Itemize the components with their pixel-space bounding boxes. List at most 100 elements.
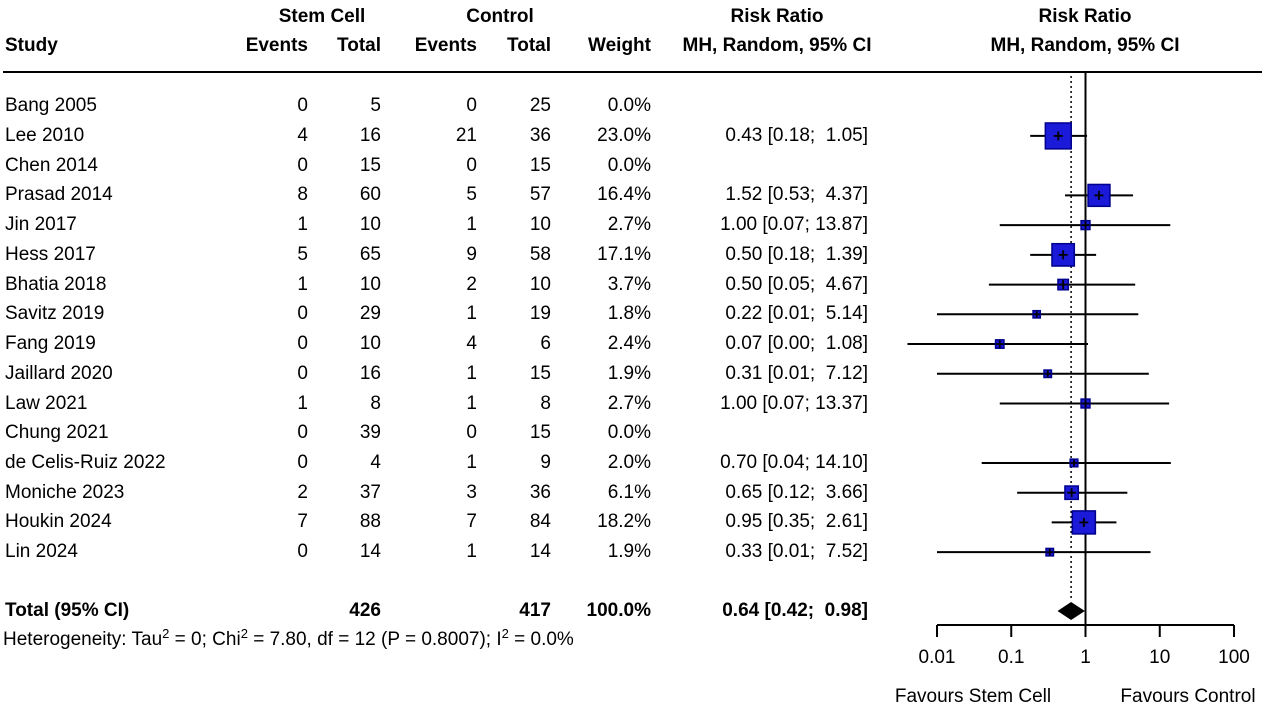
superscript: 2: [240, 626, 248, 641]
control-total-value: 57: [529, 184, 551, 206]
treatment-total-value: 8: [370, 392, 381, 414]
weight-value: 2.7%: [607, 214, 651, 236]
control-events-value: 4: [466, 333, 477, 355]
study-name: Savitz 2019: [5, 303, 105, 325]
effect-estimate-value: 0.07 [0.00; 1.08]: [725, 333, 868, 355]
axis-tick-label: 1: [1080, 647, 1091, 668]
effect-estimate-value: 0.43 [0.18; 1.05]: [725, 124, 868, 146]
treatment-total-value: 16: [359, 362, 381, 384]
heterogeneity-text: = 0; Chi: [169, 629, 241, 650]
study-name: Lin 2024: [5, 541, 78, 563]
control-events-value: 2: [466, 273, 477, 295]
control-events-value: 9: [466, 243, 477, 265]
study-name: Fang 2019: [5, 333, 96, 355]
effect-estimate-value: 0.50 [0.05; 4.67]: [725, 273, 868, 295]
heterogeneity-statistics: Heterogeneity: Tau2 = 0; Chi2 = 7.80, df…: [3, 626, 574, 654]
treatment-total-value: 29: [359, 303, 381, 325]
study-name: de Celis-Ruiz 2022: [5, 451, 166, 473]
control-events-value: 21: [455, 124, 477, 146]
control-total-value: 14: [529, 541, 551, 563]
treatment-events-value: 1: [297, 273, 308, 295]
control-events-value: 1: [466, 451, 477, 473]
weight-value: 2.0%: [607, 451, 651, 473]
treatment-total-value: 60: [359, 184, 381, 206]
superscript: 2: [501, 626, 509, 641]
axis-tick-label: 0.1: [998, 647, 1025, 668]
treatment-events-value: 0: [297, 333, 308, 355]
effect-column-title: Risk Ratio: [730, 6, 824, 27]
control-total-value: 58: [529, 243, 551, 265]
treatment-events-header: Events: [245, 35, 308, 56]
axis-tick-label: 100: [1218, 647, 1250, 668]
treatment-total-value: 15: [359, 154, 381, 176]
effect-estimate-value: 1.00 [0.07; 13.87]: [720, 214, 868, 236]
control-total-value: 25: [529, 95, 551, 117]
effect-estimate-value: 0.50 [0.18; 1.39]: [725, 243, 868, 265]
effect-estimate-value: 0.22 [0.01; 5.14]: [725, 303, 868, 325]
effect-estimate-value: 0.95 [0.35; 2.61]: [725, 511, 868, 533]
weight-value: 17.1%: [597, 243, 651, 265]
heterogeneity-text: = 0.0%: [508, 629, 574, 650]
treatment-events-value: 2: [297, 481, 308, 503]
study-name: Law 2021: [5, 392, 88, 414]
weight-value: 0.0%: [607, 95, 651, 117]
total-effect-estimate: 0.64 [0.42; 0.98]: [722, 600, 868, 621]
control-total-value: 36: [529, 481, 551, 503]
favours-right-label: Favours Control: [1120, 686, 1256, 707]
control-total-value: 15: [529, 422, 551, 444]
study-name: Prasad 2014: [5, 184, 113, 206]
plot-column-subheader: MH, Random, 95% CI: [990, 35, 1180, 56]
study-name: Hess 2017: [5, 243, 96, 265]
study-name: Jin 2017: [5, 214, 77, 236]
treatment-total-value: 88: [359, 511, 381, 533]
control-events-value: 1: [466, 362, 477, 384]
treatment-events-value: 0: [297, 541, 308, 563]
total-weight: 100.0%: [586, 600, 651, 621]
control-total-value: 36: [529, 124, 551, 146]
effect-estimate-value: 0.33 [0.01; 7.52]: [725, 541, 868, 563]
treatment-total-value: 37: [359, 481, 381, 503]
control-total-value: 9: [540, 451, 551, 473]
plot-column-title: Risk Ratio: [1038, 6, 1132, 27]
control-total-value: 15: [529, 362, 551, 384]
study-name: Jaillard 2020: [5, 362, 113, 384]
treatment-events-value: 0: [297, 362, 308, 384]
superscript: 2: [162, 626, 170, 641]
control-total-value: 10: [529, 273, 551, 295]
weight-value: 3.7%: [607, 273, 651, 295]
treatment-events-value: 0: [297, 422, 308, 444]
treatment-events-value: 0: [297, 95, 308, 117]
study-name: Lee 2010: [5, 124, 85, 146]
control-events-header: Events: [414, 35, 477, 56]
control-group-header: Control: [466, 6, 534, 27]
effect-estimate-value: 1.52 [0.53; 4.37]: [725, 184, 868, 206]
axis-tick-label: 10: [1149, 647, 1171, 668]
treatment-events-value: 7: [297, 511, 308, 533]
control-events-value: 0: [466, 95, 477, 117]
effect-column-subheader: MH, Random, 95% CI: [682, 35, 872, 56]
total-label: Total (95% CI): [5, 600, 130, 621]
weight-value: 2.7%: [607, 392, 651, 414]
control-events-value: 1: [466, 214, 477, 236]
weight-value: 16.4%: [597, 184, 651, 206]
control-total-value: 19: [529, 303, 551, 325]
treatment-events-value: 5: [297, 243, 308, 265]
control-events-value: 5: [466, 184, 477, 206]
weight-value: 0.0%: [607, 154, 651, 176]
weight-value: 23.0%: [597, 124, 651, 146]
control-events-value: 1: [466, 541, 477, 563]
control-events-value: 0: [466, 422, 477, 444]
treatment-total-value: 10: [359, 214, 381, 236]
control-total-value: 84: [529, 511, 551, 533]
treatment-total-value: 5: [370, 95, 381, 117]
study-name: Bang 2005: [5, 95, 97, 117]
weight-value: 18.2%: [597, 511, 651, 533]
treatment-total-value: 4: [370, 451, 381, 473]
treatment-events-value: 8: [297, 184, 308, 206]
control-total-value: 15: [529, 154, 551, 176]
treatment-total-value: 65: [359, 243, 381, 265]
control-total-header: Total: [507, 35, 551, 56]
control-events-value: 3: [466, 481, 477, 503]
treatment-total-value: 10: [359, 333, 381, 355]
